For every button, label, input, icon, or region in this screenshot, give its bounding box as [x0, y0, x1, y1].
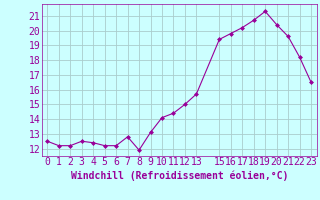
X-axis label: Windchill (Refroidissement éolien,°C): Windchill (Refroidissement éolien,°C) [70, 170, 288, 181]
